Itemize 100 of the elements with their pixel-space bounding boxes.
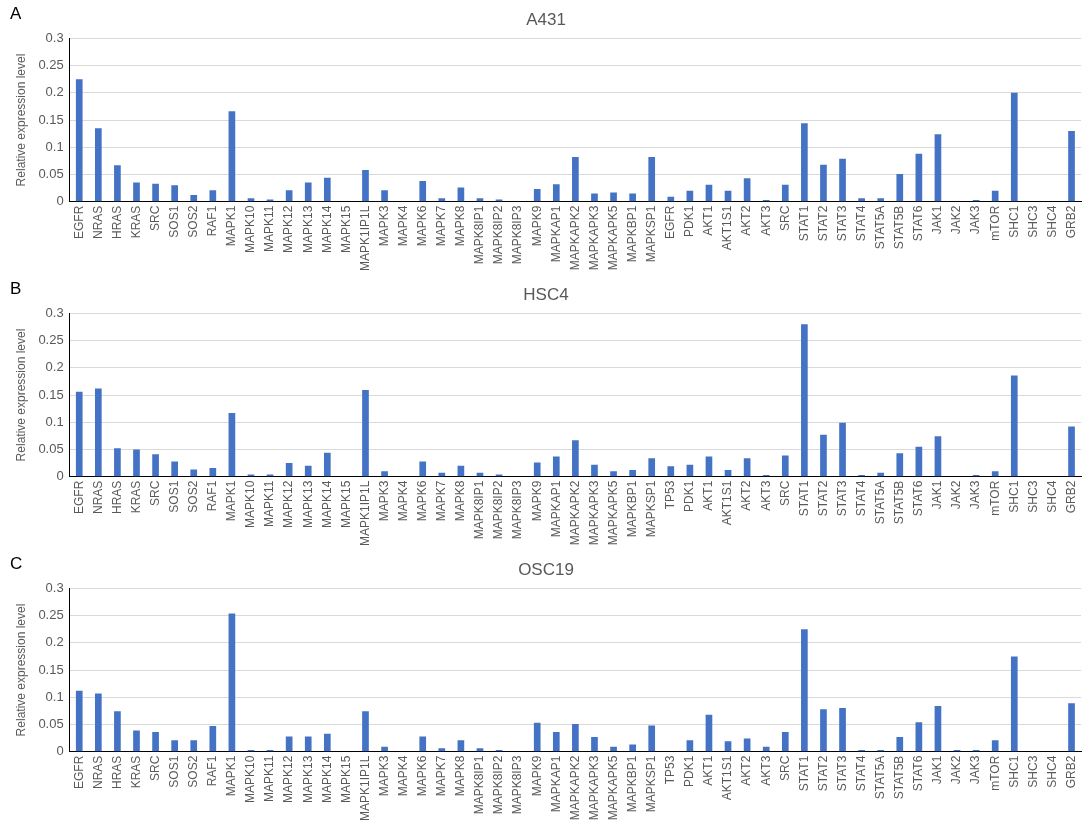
- bar: [152, 183, 159, 202]
- bar: [858, 198, 865, 202]
- x-tick-label: MAPK7: [434, 755, 449, 797]
- bar: [75, 391, 83, 477]
- x-tick-label: MAPK3: [376, 205, 391, 247]
- x-tick-label: STAT3: [834, 205, 849, 242]
- bar: [94, 128, 102, 202]
- y-tick-label: 0.2: [45, 359, 64, 375]
- bar: [114, 711, 121, 752]
- bar: [1068, 703, 1075, 752]
- x-tick-label: MAPK8IP3: [510, 755, 525, 815]
- y-tick-label: 0: [56, 193, 64, 209]
- x-tick-label: STAT3: [834, 480, 849, 517]
- x-tick-label: SHC3: [1025, 205, 1040, 238]
- bar: [591, 464, 598, 477]
- bar: [934, 134, 942, 202]
- bar: [228, 412, 236, 477]
- x-tick-label: HRAS: [109, 755, 124, 789]
- x-tick-label: AKT2: [739, 205, 754, 236]
- x-tick-label: MAPK8: [453, 755, 468, 797]
- x-tick-label: JAK2: [949, 480, 964, 510]
- x-tick-label: MAPK8: [453, 480, 468, 522]
- x-tick-label: MAPK1IP1L: [357, 480, 372, 547]
- bar: [572, 440, 579, 477]
- x-tick-label: STAT5B: [892, 205, 907, 250]
- bar: [323, 452, 331, 477]
- x-tick-label: MAPK1IP1L: [357, 205, 372, 272]
- y-tick-label: 0.05: [38, 716, 64, 732]
- bar: [171, 461, 178, 477]
- x-tick-label: MAPK7: [434, 480, 449, 522]
- bar: [839, 422, 846, 477]
- x-tick-label: MAPK9: [529, 480, 544, 522]
- x-tick-label: EGFR: [71, 755, 86, 789]
- bar: [591, 736, 598, 752]
- x-tick-label: STAT5A: [873, 755, 888, 800]
- x-tick-label: MAPKAPK3: [586, 480, 601, 546]
- x-tick-label: AKT1S1: [720, 755, 735, 801]
- y-axis-title: Relative expression level: [13, 53, 28, 187]
- bar: [1010, 375, 1018, 477]
- bar: [114, 165, 121, 202]
- x-tick-label: RAF1: [205, 205, 220, 237]
- bar: [991, 740, 999, 752]
- x-tick-label: MAPK15: [338, 755, 353, 803]
- bar: [457, 740, 465, 752]
- x-tick-label: MAPK12: [281, 755, 296, 803]
- y-tick-label: 0.3: [45, 579, 64, 595]
- x-tick-label: MAPK11: [262, 205, 277, 253]
- x-tick-label: MAPK3: [376, 755, 391, 797]
- bar: [648, 725, 656, 752]
- x-tick-label: MAPK9: [529, 205, 544, 247]
- y-tick-label: 0.25: [38, 57, 64, 73]
- x-tick-label: STAT4: [853, 755, 868, 792]
- x-tick-label: MAPK8IP2: [491, 205, 506, 265]
- bar: [419, 736, 427, 752]
- chart-title: A431: [526, 9, 566, 29]
- x-tick-label: MAPK14: [319, 480, 334, 528]
- bar: [190, 195, 198, 202]
- bar: [533, 462, 541, 477]
- x-tick-label: HRAS: [109, 480, 124, 514]
- x-tick-label: MAPK10: [243, 480, 258, 528]
- bar: [629, 470, 636, 477]
- x-tick-label: TP53: [663, 755, 678, 785]
- bar: [133, 730, 140, 752]
- bar: [152, 454, 159, 477]
- bar: [991, 471, 999, 477]
- x-tick-label: STAT4: [853, 480, 868, 517]
- chart-title: OSC19: [518, 559, 574, 579]
- x-tick-label: MAPKAPK5: [605, 205, 620, 271]
- bar: [915, 722, 923, 752]
- x-tick-label: STAT3: [834, 755, 849, 792]
- y-tick-label: 0.2: [45, 634, 64, 650]
- x-tick-label: MAPK8IP2: [491, 755, 506, 815]
- x-tick-label: MAPKAPK2: [567, 205, 582, 271]
- y-tick-label: 0.15: [38, 386, 64, 402]
- x-tick-label: SHC4: [1044, 205, 1059, 238]
- x-tick-label: PDK1: [682, 205, 697, 237]
- x-tick-label: AKT1: [701, 480, 716, 511]
- bar: [114, 448, 121, 477]
- bar: [896, 736, 904, 752]
- y-axis-title: Relative expression level: [13, 603, 28, 737]
- bar: [820, 434, 827, 477]
- x-tick-label: MAPK13: [300, 480, 315, 528]
- x-tick-label: MAPK6: [415, 480, 430, 522]
- x-tick-label: GRB2: [1063, 480, 1078, 514]
- x-tick-label: MAPK13: [300, 755, 315, 803]
- x-tick-label: SOS2: [186, 755, 201, 788]
- bar: [94, 388, 102, 477]
- x-tick-label: GRB2: [1063, 205, 1078, 239]
- x-tick-label: JAK1: [930, 480, 945, 510]
- x-tick-label: STAT5B: [892, 755, 907, 800]
- bar: [438, 472, 446, 477]
- x-tick-label: MAPK1: [224, 205, 239, 247]
- x-tick-label: SRC: [147, 480, 162, 506]
- bar: [801, 629, 808, 752]
- y-tick-label: 0.15: [38, 111, 64, 127]
- x-tick-label: SHC1: [1006, 205, 1021, 238]
- bar: [228, 111, 236, 202]
- x-tick-label: SRC: [777, 480, 792, 506]
- x-tick-label: MAPK1: [224, 480, 239, 522]
- bar: [991, 190, 999, 202]
